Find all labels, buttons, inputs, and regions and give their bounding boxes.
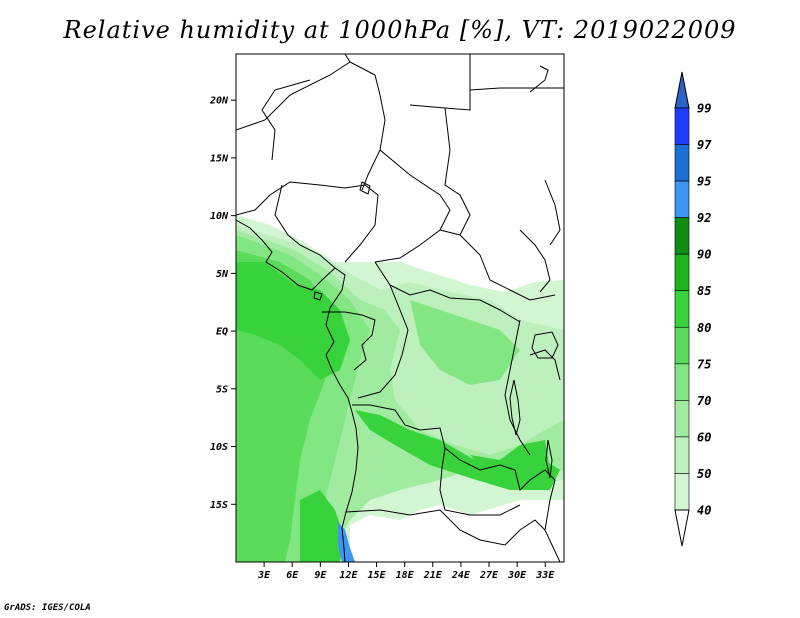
humidity-core-east xyxy=(470,440,550,480)
grads-credit: GrADS: IGES/COLA xyxy=(4,603,91,613)
colorbar-level-label: 75 xyxy=(697,357,711,371)
humidity-field xyxy=(236,54,564,562)
lake-tanganyika xyxy=(509,379,521,436)
border-congo-drc xyxy=(357,284,409,399)
border-nigeria xyxy=(274,184,336,269)
border-sahara-2 xyxy=(261,79,311,161)
lat-tick-label: 5S xyxy=(216,384,228,395)
map-frame xyxy=(235,53,565,563)
lat-tick-label: EQ xyxy=(216,327,228,338)
humidity-core-drc xyxy=(410,300,520,385)
colorbar-level-label: 80 xyxy=(697,321,711,335)
lat-tick-label: 15S xyxy=(210,500,228,511)
border-car xyxy=(374,261,521,323)
colorbar-level-label: 90 xyxy=(697,248,711,262)
colorbar-segment xyxy=(674,253,690,292)
colorbar-level-label: 70 xyxy=(697,394,711,408)
lon-tick-label: 33E xyxy=(535,570,555,581)
lake-chad xyxy=(359,181,371,195)
map-title: Relative humidity at 1000hPa [%], VT: 20… xyxy=(63,16,737,44)
boundaries xyxy=(236,54,564,562)
border-rift-east xyxy=(529,349,561,381)
border-chad xyxy=(374,149,451,263)
border-sahara-1 xyxy=(236,54,351,131)
longitude-axis: 3E 6E 9E 12E 15E 18E 21E 24E 27E 30E 33E xyxy=(257,562,555,581)
border-rift xyxy=(504,319,531,456)
lat-tick-label: 20N xyxy=(209,96,229,107)
colorbar-segment xyxy=(674,107,690,145)
colorbar-bottom-triangle xyxy=(674,509,690,547)
lon-tick-label: 18E xyxy=(396,570,415,581)
humidity-core-gulf xyxy=(236,262,350,380)
colorbar-segment xyxy=(674,144,690,182)
colorbar-level-label: 95 xyxy=(697,175,711,189)
border-zambia-east xyxy=(499,464,556,531)
border-southern xyxy=(439,509,561,562)
colorbar-level-label: 60 xyxy=(697,430,711,444)
colorbar-segment xyxy=(674,400,690,438)
coastline xyxy=(236,219,359,562)
colorbar-level-label: 50 xyxy=(697,467,711,481)
lat-tick-label: 5N xyxy=(216,269,229,280)
lon-tick-label: 21E xyxy=(423,570,443,581)
border-egypt xyxy=(409,54,471,111)
colorbar-level-label: 40 xyxy=(697,504,711,518)
border-ethiopia xyxy=(544,179,561,246)
lake-malawi xyxy=(545,439,553,479)
humidity-core-coast xyxy=(300,490,345,562)
lake-victoria xyxy=(531,331,559,359)
colorbar-segment xyxy=(674,290,690,328)
lon-tick-label: 12E xyxy=(339,570,358,581)
colorbar-level-label: 99 xyxy=(697,102,711,116)
lon-tick-label: 9E xyxy=(314,570,327,581)
lat-tick-label: 15N xyxy=(210,153,229,164)
colorbar-level-label: 97 xyxy=(697,138,712,152)
colorbar-segment xyxy=(674,180,690,218)
colorbar-segment xyxy=(674,217,690,255)
lat-tick-label: 10S xyxy=(210,442,228,453)
border-egypt-east xyxy=(469,87,564,91)
lon-tick-label: 3E xyxy=(257,570,271,581)
lat-tick-label: 10N xyxy=(210,211,229,222)
latitude-axis: 20N 15N 10N 5N EQ 5S 10S 15S xyxy=(209,96,236,511)
border-niger-chad xyxy=(344,184,379,263)
border-west-africa xyxy=(236,181,346,216)
colorbar-top-triangle xyxy=(674,71,690,109)
colorbar-segment xyxy=(674,473,690,511)
border-angola-zambia xyxy=(439,447,521,516)
colorbar-segment xyxy=(674,436,690,474)
colorbar: 99 97 95 92 90 85 80 75 70 60 50 40 xyxy=(674,71,712,547)
lon-tick-label: 24E xyxy=(451,570,471,581)
colorbar-segment xyxy=(674,363,690,401)
border-sudan-north xyxy=(444,107,471,236)
border-angola-namibia xyxy=(345,509,441,516)
lon-tick-label: 30E xyxy=(507,570,527,581)
lon-tick-label: 27E xyxy=(479,570,499,581)
border-gabon-congo xyxy=(322,311,376,371)
coast-bioko xyxy=(313,291,323,301)
colorbar-segment xyxy=(674,326,690,365)
border-sahara-3 xyxy=(349,61,386,191)
colorbar-level-label: 85 xyxy=(697,284,711,298)
lon-tick-label: 15E xyxy=(368,570,387,581)
coast-east xyxy=(529,65,549,93)
border-south-sudan xyxy=(519,229,551,293)
colorbar-level-label: 92 xyxy=(697,211,711,225)
border-drc-angola xyxy=(352,404,501,471)
lon-tick-label: 6E xyxy=(286,570,299,581)
